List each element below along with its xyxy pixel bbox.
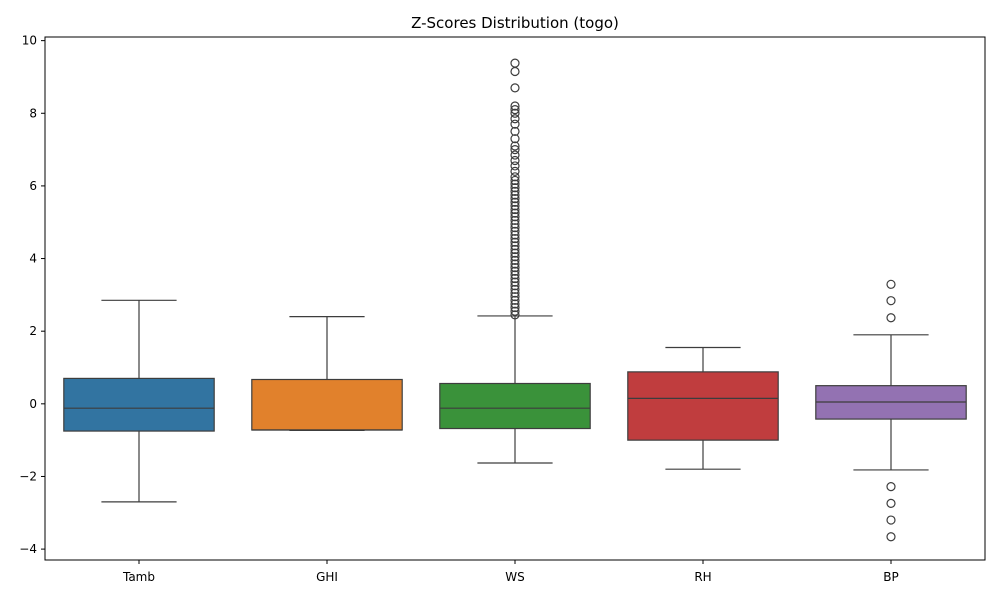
x-tick-label: GHI (316, 570, 338, 584)
outlier-point (510, 172, 520, 182)
outlier-point (510, 284, 520, 295)
outlier-point (886, 515, 896, 525)
y-tick-label: 2 (29, 324, 37, 338)
outlier-point (886, 498, 896, 508)
outlier-point (510, 295, 520, 305)
box-bp (815, 279, 967, 542)
outlier-point (510, 215, 520, 226)
iqr-box (627, 371, 779, 441)
outlier-point (510, 179, 520, 189)
outlier-point (510, 194, 520, 204)
outlier-point (510, 141, 520, 151)
y-tick-label: 8 (29, 106, 37, 120)
box-ghi (251, 316, 403, 431)
outlier-point (510, 101, 520, 111)
outlier-point (510, 270, 520, 280)
outlier-point (510, 155, 520, 166)
outlier-point (510, 292, 520, 302)
y-tick-label: 4 (29, 252, 37, 266)
outlier-point (510, 263, 520, 273)
outlier-point (510, 306, 520, 316)
y-tick-label: 10 (22, 34, 37, 48)
axes: −4 −2 0 2 4 6 8 10 Tamb GHI WS RH BP (19, 34, 986, 584)
outlier-point (886, 296, 896, 306)
outlier-point (510, 161, 520, 171)
outlier-point (510, 244, 520, 255)
outlier-point (886, 279, 896, 289)
outlier-point (510, 144, 520, 155)
outlier-point (510, 299, 520, 309)
plot-frame (44, 36, 986, 561)
outlier-point (510, 126, 520, 137)
outlier-point (510, 302, 520, 313)
outlier-point (510, 212, 520, 222)
outlier-point (510, 277, 520, 287)
outlier-point (510, 197, 520, 207)
outlier-point (510, 255, 520, 265)
outlier-point (510, 281, 520, 291)
outlier-point (510, 310, 520, 320)
outlier-point (510, 175, 520, 186)
y-tick-label: −2 (19, 469, 37, 483)
outlier-point (510, 266, 520, 276)
iqr-box (63, 377, 215, 432)
outlier-point (510, 208, 520, 218)
x-tick-label: RH (694, 570, 711, 584)
outlier-point (510, 223, 520, 233)
outlier-point (510, 241, 520, 251)
outlier-point (510, 134, 520, 144)
outlier-point (510, 183, 520, 193)
outlier-point (510, 204, 520, 215)
outlier-point (510, 58, 520, 68)
outlier-point (886, 532, 896, 542)
outlier-point (510, 190, 520, 200)
box-rh (627, 346, 779, 470)
outlier-point (510, 226, 520, 236)
x-tick-label: WS (505, 570, 524, 584)
box-tamb (63, 299, 215, 503)
y-tick-label: 6 (29, 179, 37, 193)
outlier-point (510, 166, 520, 176)
outlier-point (510, 150, 520, 160)
outlier-point (510, 114, 520, 124)
x-tick-label: Tamb (122, 570, 155, 584)
outlier-point (510, 201, 520, 211)
x-tick-label: BP (883, 570, 898, 584)
outlier-point (510, 119, 520, 129)
outlier-point (510, 288, 520, 298)
iqr-box (439, 382, 591, 430)
outlier-point (886, 482, 896, 492)
outlier-point (510, 273, 520, 284)
plot-area (63, 58, 967, 542)
outlier-point (510, 237, 520, 247)
outlier-point (510, 233, 520, 244)
outlier-point (510, 105, 520, 115)
iqr-box (251, 378, 403, 431)
y-tick-label: 0 (29, 397, 37, 411)
outlier-point (510, 252, 520, 262)
outlier-point (510, 248, 520, 258)
outlier-point (886, 313, 896, 323)
outlier-point (510, 108, 520, 118)
chart-title: Z-Scores Distribution (togo) (411, 14, 619, 32)
outlier-point (510, 230, 520, 240)
outlier-point (510, 66, 520, 77)
outlier-point (510, 83, 520, 93)
box-ws (439, 58, 591, 464)
outlier-point (510, 186, 520, 196)
y-tick-label: −4 (19, 542, 37, 556)
outlier-point (510, 219, 520, 229)
outlier-point (510, 259, 520, 269)
